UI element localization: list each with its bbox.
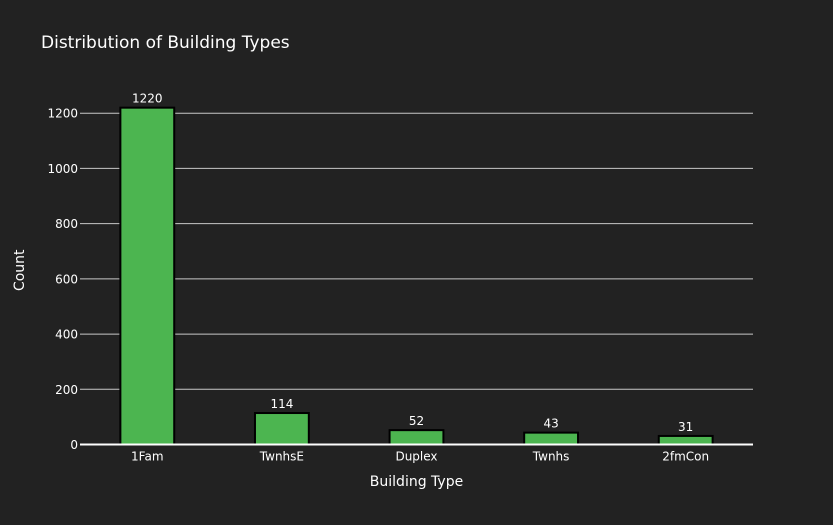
- y-tick-label: 1000: [47, 162, 78, 176]
- axes: 0 200 400 600 800 1000 1200 1Fam TwnhsE Duplex Twn…: [47, 107, 753, 464]
- data-label: 31: [678, 420, 693, 434]
- x-axis-title: Building Type: [370, 474, 463, 490]
- bar: [253, 412, 310, 446]
- data-label: 114: [270, 397, 293, 411]
- chart-title: Distribution of Building Types: [41, 33, 290, 53]
- data-label: 1220: [132, 92, 163, 106]
- gridlines: [80, 112, 753, 390]
- y-tick-label: 0: [70, 438, 78, 452]
- bar: [388, 429, 445, 446]
- bars: [119, 106, 714, 446]
- y-tick-label: 800: [55, 217, 78, 231]
- x-tick-label: Duplex: [395, 450, 437, 464]
- bar: [657, 434, 714, 446]
- y-tick-label: 1200: [47, 107, 78, 121]
- y-tick-label: 600: [55, 272, 78, 286]
- data-label: 43: [543, 417, 558, 431]
- x-tick-label: Twnhs: [532, 450, 570, 464]
- x-tick-label: 2fmCon: [662, 450, 709, 464]
- x-tick-label: TwnhsE: [259, 450, 304, 464]
- y-axis-title: Count: [12, 249, 28, 291]
- data-labels: 1220 114 52 43 31: [132, 92, 693, 434]
- bar: [523, 431, 580, 446]
- y-tick-label: 400: [55, 328, 78, 342]
- x-tick-label: 1Fam: [131, 450, 163, 464]
- data-label: 52: [409, 414, 424, 428]
- bar: [119, 106, 176, 446]
- y-tick-label: 200: [55, 383, 78, 397]
